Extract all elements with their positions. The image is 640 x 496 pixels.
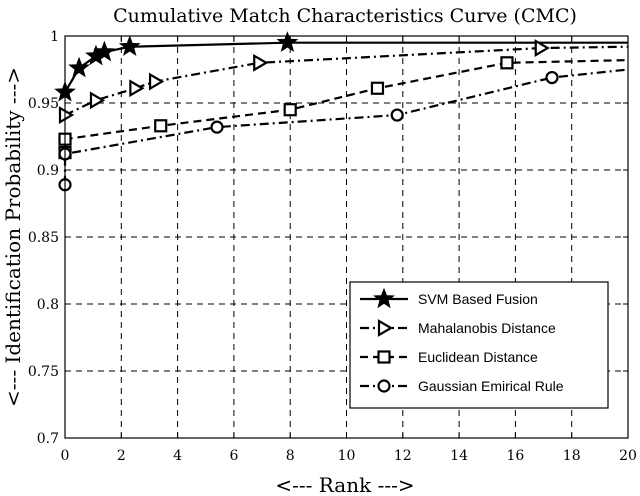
legend-marker-1: [377, 319, 394, 337]
x-axis-label: <--- Rank --->: [275, 473, 414, 496]
series-2: [58, 56, 629, 160]
legend-marker-2: [377, 350, 391, 364]
x-tick-label-3: 6: [229, 448, 238, 464]
x-tick-label-4: 8: [286, 448, 295, 464]
y-axis-label: <--- Identification Probability --->: [1, 67, 25, 407]
y-tick-label-0: 0.7: [37, 431, 59, 447]
series-3-point-3: [390, 108, 404, 122]
series-1-point-3: [148, 72, 165, 91]
x-tick-label-1: 2: [117, 448, 126, 464]
x-tick-label-6: 12: [394, 448, 412, 464]
y-tick-label-4: 0.9: [37, 163, 59, 179]
legend-label-1: Mahalanobis Distance: [418, 320, 556, 336]
series-2-point-4: [370, 81, 385, 95]
series-0-point-5: [276, 31, 299, 52]
series-0-point-3: [93, 40, 116, 62]
x-tick-label-9: 18: [563, 448, 581, 464]
x-tick-label-8: 16: [506, 448, 524, 464]
y-tick-label-6: 1: [50, 29, 59, 45]
series-3-point-2: [210, 120, 224, 134]
legend-marker-0: [373, 287, 395, 309]
legend-label-3: Gaussian Emirical Rule: [418, 378, 564, 394]
y-tick-label-2: 0.8: [37, 297, 59, 313]
y-tick-label-3: 0.85: [28, 230, 59, 246]
series-2-point-2: [154, 119, 168, 133]
series-2-point-5: [500, 56, 514, 70]
y-tick-label-1: 0.75: [28, 364, 59, 380]
legend-label-0: SVM Based Fusion: [418, 291, 538, 307]
series-1-point-5: [534, 39, 550, 57]
x-tick-label-0: 0: [61, 448, 70, 464]
series-1-point-0: [58, 106, 75, 124]
y-tick-label-5: 0.95: [28, 96, 59, 112]
x-tick-label-7: 14: [450, 448, 468, 464]
series-3-point-4: [545, 70, 559, 85]
legend: SVM Based Fusion Mahalanobis Distance Eucl…: [349, 281, 609, 409]
legend-label-2: Euclidean Distance: [418, 349, 538, 365]
series-layer: [54, 31, 629, 192]
series-1: [58, 39, 629, 124]
series-1-point-1: [89, 91, 106, 110]
series-0-point-1: [68, 56, 90, 78]
chart-title: Cumulative Match Characteristics Curve (…: [113, 5, 577, 27]
tick-layer: 0 2 4 6 8 10 12 14 16 18 20 0.7 0.75 0.8 0.85 0.9 0.95 1: [28, 29, 637, 464]
series-2-point-3: [283, 103, 297, 117]
x-tick-label-5: 10: [338, 448, 356, 464]
x-tick-label-10: 20: [619, 448, 637, 464]
legend-marker-3: [377, 379, 391, 393]
series-1-point-4: [253, 53, 269, 72]
grid-layer: [65, 36, 628, 438]
series-0-point-4: [118, 35, 141, 56]
series-3: [58, 68, 629, 192]
series-1-point-2: [129, 79, 145, 98]
series-0: [54, 31, 628, 102]
x-tick-label-2: 4: [173, 448, 182, 464]
